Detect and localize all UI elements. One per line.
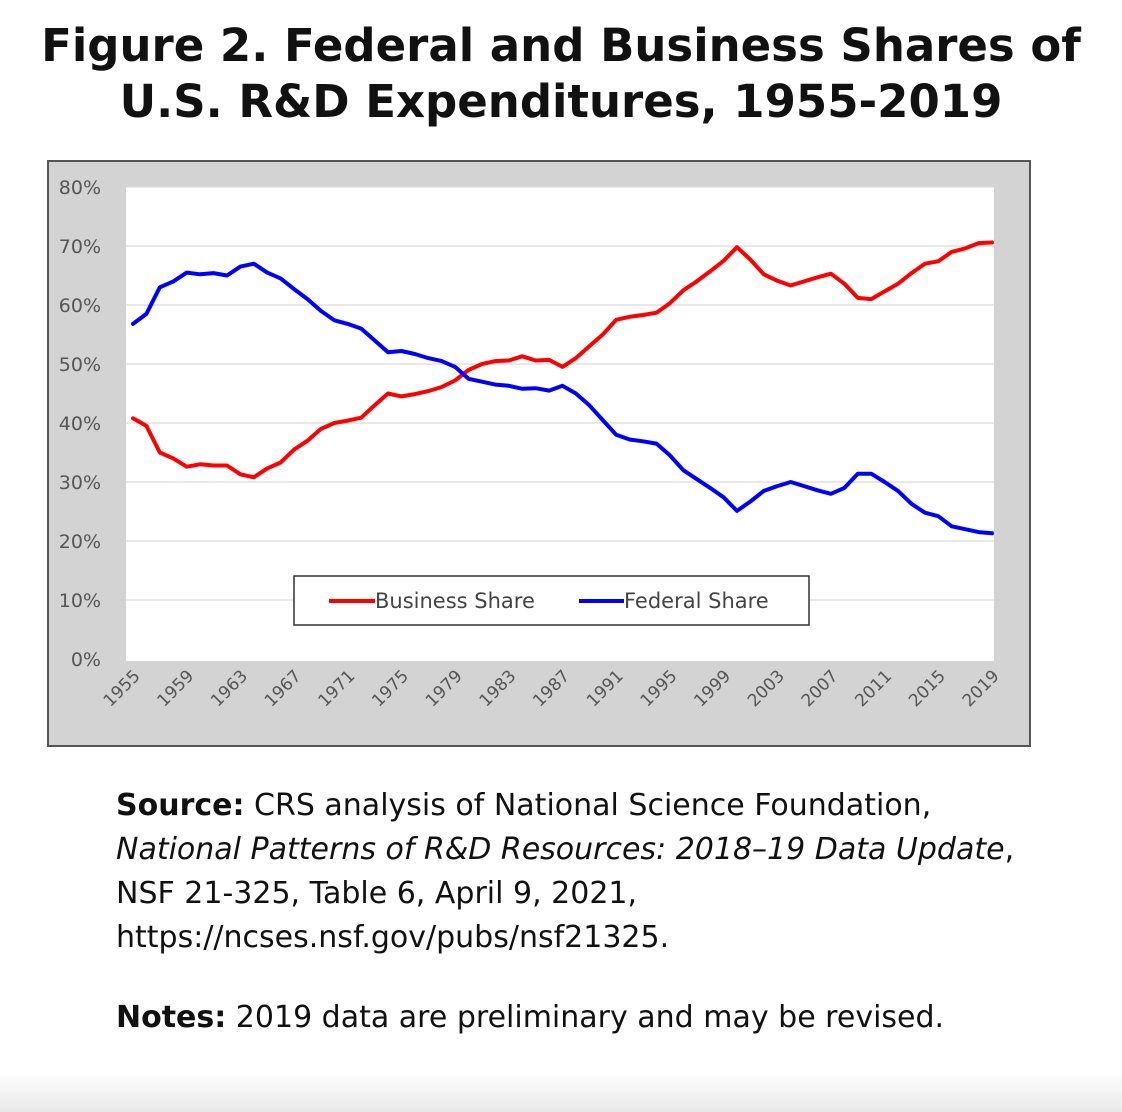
x-tick-label: 1999 — [690, 666, 735, 711]
x-axis-ticks: 1955 1959 1963 1967 1971 1975 1979 1983 1987 1991… — [100, 666, 1004, 711]
x-tick-label: 1987 — [529, 666, 574, 711]
legend-box — [293, 575, 810, 626]
legend-label: Business Share — [375, 589, 535, 613]
federal-share-line — [131, 261, 994, 536]
x-tick-label: 2003 — [744, 666, 789, 711]
notes: Notes: 2019 data are preliminary and may… — [116, 996, 1046, 1040]
legend: Business Share Federal Share — [293, 575, 810, 626]
notes-label: Notes: — [116, 1000, 227, 1035]
source-text-1: CRS analysis of National Science Foundat… — [244, 788, 932, 823]
business-share-line — [131, 240, 994, 480]
y-axis-ticks: 0% 10% 20% 30% 40% 50% 60% 70% 80% — [59, 177, 101, 671]
series-layer — [131, 240, 994, 536]
source-label: Source: — [116, 788, 245, 823]
x-tick-label: 1967 — [261, 666, 306, 711]
bottom-shade — [0, 1072, 1122, 1112]
x-tick-label: 1959 — [153, 666, 198, 711]
grid-layer — [126, 186, 994, 601]
y-tick-label: 30% — [59, 472, 101, 494]
source-publication-title: National Patterns of R&D Resources: 2018… — [116, 832, 1005, 867]
x-tick-label: 2007 — [798, 666, 843, 711]
line-chart: 0%10%20%30%40%50%60%70%80% 1955 1959 1963 1… — [59, 177, 1004, 711]
y-tick-label: 20% — [59, 531, 101, 553]
notes-text: 2019 data are preliminary and may be rev… — [226, 1000, 945, 1035]
x-tick-label: 1995 — [637, 666, 682, 711]
y-tick-label: 0% — [71, 649, 101, 671]
x-tick-label: 2019 — [959, 666, 1004, 711]
y-tick-label: 40% — [59, 413, 101, 435]
y-tick-label: 10% — [59, 590, 101, 612]
x-tick-label: 2015 — [905, 666, 950, 711]
source-text-2: , NSF 21-325, Table 6, April 9, 2021, ht… — [116, 832, 1015, 955]
x-tick-label: 1955 — [100, 666, 145, 711]
y-tick-label: 60% — [59, 295, 101, 317]
x-tick-label: 2011 — [851, 666, 896, 711]
chart-frame: 0% 10% 20% 30% 40% 50% 60% 70% 80% 1955 1959 1963 1… — [47, 160, 1031, 747]
y-tick-label: 70% — [59, 236, 101, 258]
legend-label: Federal Share — [624, 589, 769, 613]
figure-title: Figure 2. Federal and Business Shares of… — [41, 19, 1081, 128]
x-tick-label: 1979 — [422, 666, 467, 711]
x-tick-label: 1991 — [583, 666, 628, 711]
x-tick-label: 1983 — [476, 666, 521, 711]
x-tick-label: 1971 — [315, 666, 360, 711]
source-note: Source: CRS analysis of National Science… — [116, 784, 1046, 960]
x-tick-label: 1975 — [368, 666, 413, 711]
y-tick-label: 80% — [59, 177, 101, 199]
y-tick-label: 50% — [59, 354, 101, 376]
x-tick-label: 1963 — [207, 666, 252, 711]
